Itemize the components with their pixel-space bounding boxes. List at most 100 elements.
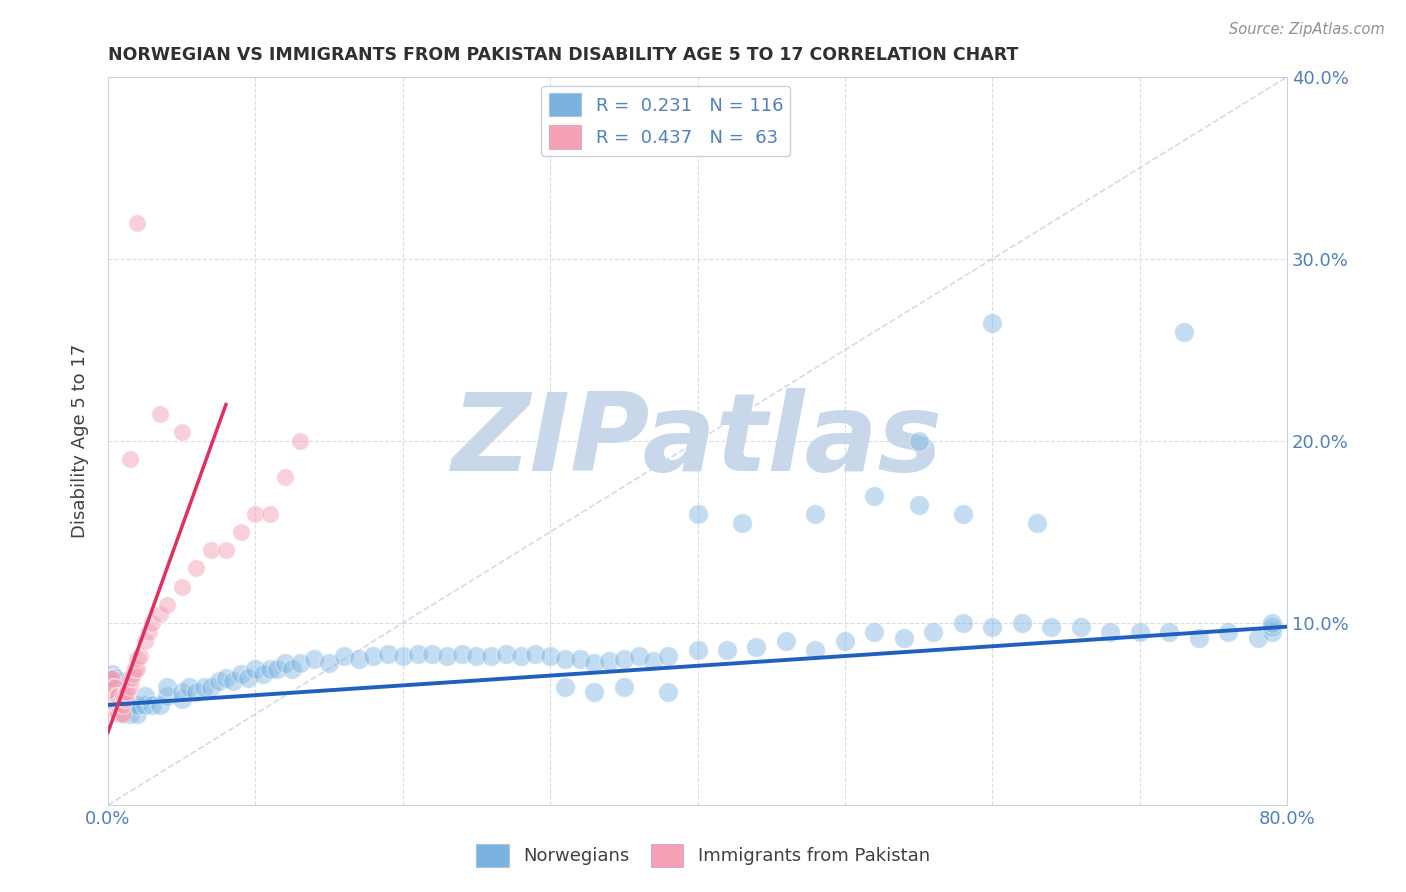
Point <box>952 615 974 630</box>
Point <box>105 685 128 699</box>
Text: ZIPatlas: ZIPatlas <box>451 388 943 494</box>
Point <box>524 647 547 661</box>
Point <box>127 215 149 229</box>
Point <box>252 667 274 681</box>
Point <box>1040 620 1063 634</box>
Point <box>103 680 125 694</box>
Point <box>107 680 129 694</box>
Point <box>215 671 238 685</box>
Point <box>1216 625 1239 640</box>
Point <box>141 698 163 712</box>
Point <box>107 689 129 703</box>
Point <box>745 640 768 654</box>
Point <box>111 698 134 712</box>
Point <box>186 561 208 575</box>
Point <box>1129 625 1152 640</box>
Point <box>107 689 129 703</box>
Point <box>104 703 127 717</box>
Point <box>107 698 129 712</box>
Point <box>1261 625 1284 640</box>
Point <box>111 689 134 703</box>
Point <box>347 652 370 666</box>
Point <box>509 648 531 663</box>
Point <box>583 685 606 699</box>
Point <box>259 507 281 521</box>
Legend: Norwegians, Immigrants from Pakistan: Norwegians, Immigrants from Pakistan <box>468 837 938 874</box>
Point <box>200 543 222 558</box>
Point <box>863 489 886 503</box>
Point <box>215 543 238 558</box>
Point <box>101 689 124 703</box>
Point <box>156 598 179 612</box>
Point <box>111 707 134 722</box>
Point <box>170 685 193 699</box>
Point <box>108 696 131 710</box>
Point <box>100 698 122 712</box>
Point <box>1159 625 1181 640</box>
Point <box>124 661 146 675</box>
Text: NORWEGIAN VS IMMIGRANTS FROM PAKISTAN DISABILITY AGE 5 TO 17 CORRELATION CHART: NORWEGIAN VS IMMIGRANTS FROM PAKISTAN DI… <box>108 46 1018 64</box>
Point <box>104 680 127 694</box>
Point <box>274 470 297 484</box>
Point <box>981 620 1004 634</box>
Point <box>134 689 156 703</box>
Point <box>111 689 134 703</box>
Point <box>107 698 129 712</box>
Point <box>101 674 124 689</box>
Point <box>657 648 679 663</box>
Point <box>148 407 170 421</box>
Point <box>110 698 132 712</box>
Point <box>288 434 311 448</box>
Point <box>377 647 399 661</box>
Point <box>304 652 326 666</box>
Point <box>100 671 122 685</box>
Point <box>245 507 267 521</box>
Point <box>1025 516 1047 530</box>
Point <box>134 634 156 648</box>
Point <box>110 703 132 717</box>
Point <box>193 680 215 694</box>
Point <box>105 674 128 689</box>
Point <box>101 703 124 717</box>
Point <box>1070 620 1092 634</box>
Point <box>122 667 145 681</box>
Point <box>103 689 125 703</box>
Point <box>222 674 245 689</box>
Point <box>804 507 827 521</box>
Point <box>114 692 136 706</box>
Point <box>101 671 124 685</box>
Point <box>105 698 128 712</box>
Point <box>141 615 163 630</box>
Point <box>103 698 125 712</box>
Point <box>120 452 142 467</box>
Point <box>170 692 193 706</box>
Point <box>613 652 636 666</box>
Y-axis label: Disability Age 5 to 17: Disability Age 5 to 17 <box>72 343 89 538</box>
Point <box>804 643 827 657</box>
Point <box>834 634 856 648</box>
Point <box>112 692 135 706</box>
Point <box>156 689 179 703</box>
Point <box>148 698 170 712</box>
Point <box>1261 615 1284 630</box>
Point <box>103 671 125 685</box>
Point <box>114 685 136 699</box>
Point <box>1099 625 1122 640</box>
Point <box>259 661 281 675</box>
Point <box>98 671 121 685</box>
Point <box>274 656 297 670</box>
Point <box>108 703 131 717</box>
Point <box>716 643 738 657</box>
Point <box>104 689 127 703</box>
Point <box>170 425 193 439</box>
Point <box>495 647 517 661</box>
Point <box>333 648 356 663</box>
Point <box>105 692 128 706</box>
Point <box>127 661 149 675</box>
Point <box>115 685 138 699</box>
Point <box>103 703 125 717</box>
Point <box>105 689 128 703</box>
Point <box>101 680 124 694</box>
Point <box>1246 631 1268 645</box>
Point <box>104 680 127 694</box>
